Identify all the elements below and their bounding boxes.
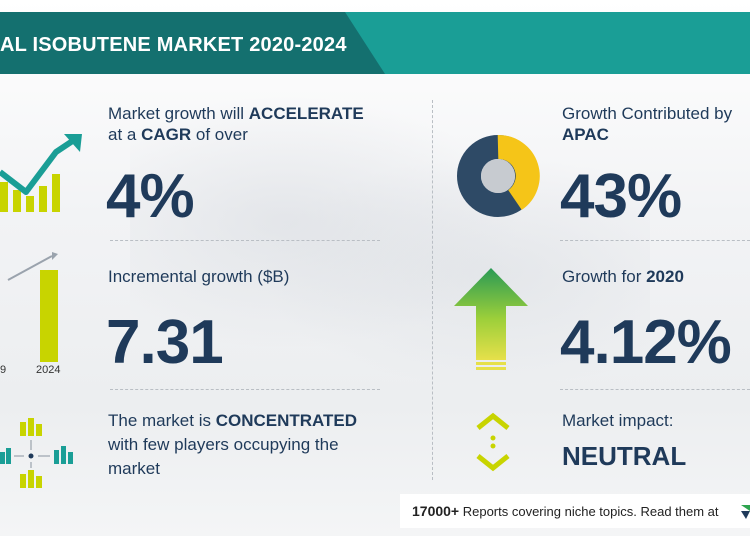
- neutral-arrows-icon: [476, 412, 510, 472]
- background-map: [130, 90, 650, 420]
- concentration-line-1-pre: The market is: [108, 411, 216, 430]
- concentration-line-3: market: [108, 459, 160, 478]
- growth-line-2-strong: CAGR: [141, 125, 192, 144]
- donut-chart-icon: [457, 135, 540, 217]
- row-divider-right-2: [560, 389, 750, 390]
- growth-line-1-strong: ACCELERATE: [248, 104, 364, 123]
- chart-trend-icon: [0, 134, 82, 212]
- footer-text: 17000+ Reports covering niche topics. Re…: [412, 503, 719, 519]
- footer-logo-icon: [741, 505, 750, 519]
- concentration-line-1: The market is CONCENTRATED: [108, 410, 357, 432]
- impact-value: NEUTRAL: [562, 441, 687, 471]
- year-growth-label: Growth for: [562, 267, 647, 286]
- row-divider-left-2: [110, 389, 380, 390]
- apac-value: 43%: [560, 162, 682, 231]
- row-divider-right-1: [560, 240, 750, 241]
- growth-line-2-pre: at a: [108, 125, 142, 144]
- axis-label-start: 9: [0, 364, 7, 376]
- growth-line-1-pre: Market growth will: [108, 104, 249, 123]
- up-arrow-icon: [454, 268, 528, 370]
- incremental-value: 7.31: [106, 308, 224, 377]
- bar-growth-icon: [7, 252, 58, 362]
- year-growth-year: 2020: [646, 267, 684, 286]
- footer-count: 17000+: [412, 503, 460, 519]
- header-accent: [0, 12, 385, 74]
- concentration-line-2: with few players occupying the: [108, 435, 339, 454]
- footer-message: Reports covering niche topics. Read them…: [459, 504, 719, 519]
- axis-label-end: 2024: [36, 364, 61, 376]
- incremental-label: Incremental growth ($B): [108, 267, 290, 286]
- cagr-value: 4%: [106, 162, 195, 231]
- impact-label: Market impact:: [562, 411, 674, 430]
- growth-line-2: at a CAGR of over: [108, 124, 248, 146]
- concentration-line-1-strong: CONCENTRATED: [215, 411, 358, 430]
- year-growth-line: Growth for 2020: [562, 266, 684, 288]
- column-divider: [432, 100, 433, 480]
- row-divider-left-1: [110, 240, 380, 241]
- growth-line-2-post: of over: [191, 125, 248, 144]
- year-growth-value: 4.12%: [560, 308, 732, 377]
- network-icon: [0, 418, 73, 488]
- page-title: AL ISOBUTENE MARKET 2020-2024: [0, 34, 347, 56]
- apac-region: APAC: [562, 125, 609, 144]
- footer-bar: [400, 494, 750, 528]
- growth-line-1: Market growth will ACCELERATE: [108, 103, 364, 125]
- apac-label: Growth Contributed by: [562, 104, 733, 123]
